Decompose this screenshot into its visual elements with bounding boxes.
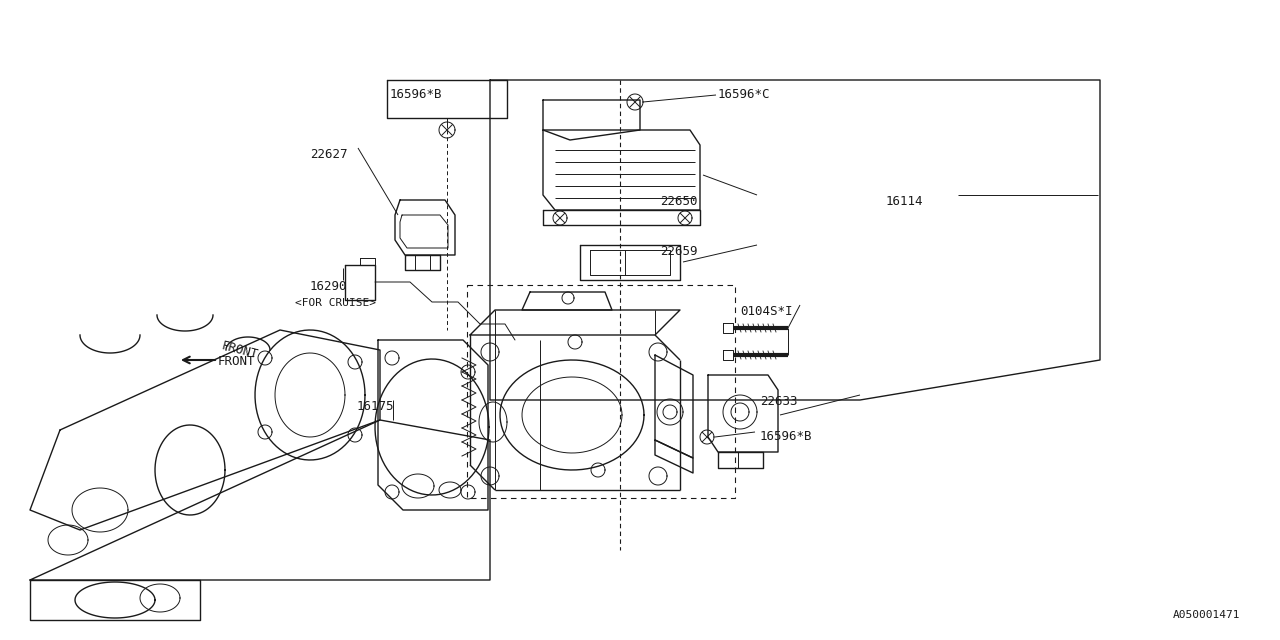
Text: 16596*B: 16596*B bbox=[760, 430, 813, 443]
Text: 16596*C: 16596*C bbox=[718, 88, 771, 101]
Text: 22633: 22633 bbox=[760, 395, 797, 408]
Text: 22659: 22659 bbox=[660, 245, 698, 258]
Text: 16114: 16114 bbox=[886, 195, 923, 208]
Text: 16175: 16175 bbox=[357, 400, 394, 413]
Text: 0104S*I: 0104S*I bbox=[740, 305, 792, 318]
Text: FRONT: FRONT bbox=[220, 339, 260, 361]
Text: 16596*B: 16596*B bbox=[390, 88, 443, 101]
Text: 22650: 22650 bbox=[660, 195, 698, 208]
Text: <FOR CRUISE>: <FOR CRUISE> bbox=[294, 298, 376, 308]
Text: 16290: 16290 bbox=[310, 280, 347, 293]
Text: FRONT: FRONT bbox=[218, 355, 256, 368]
Text: A050001471: A050001471 bbox=[1172, 610, 1240, 620]
Text: 22627: 22627 bbox=[310, 148, 347, 161]
